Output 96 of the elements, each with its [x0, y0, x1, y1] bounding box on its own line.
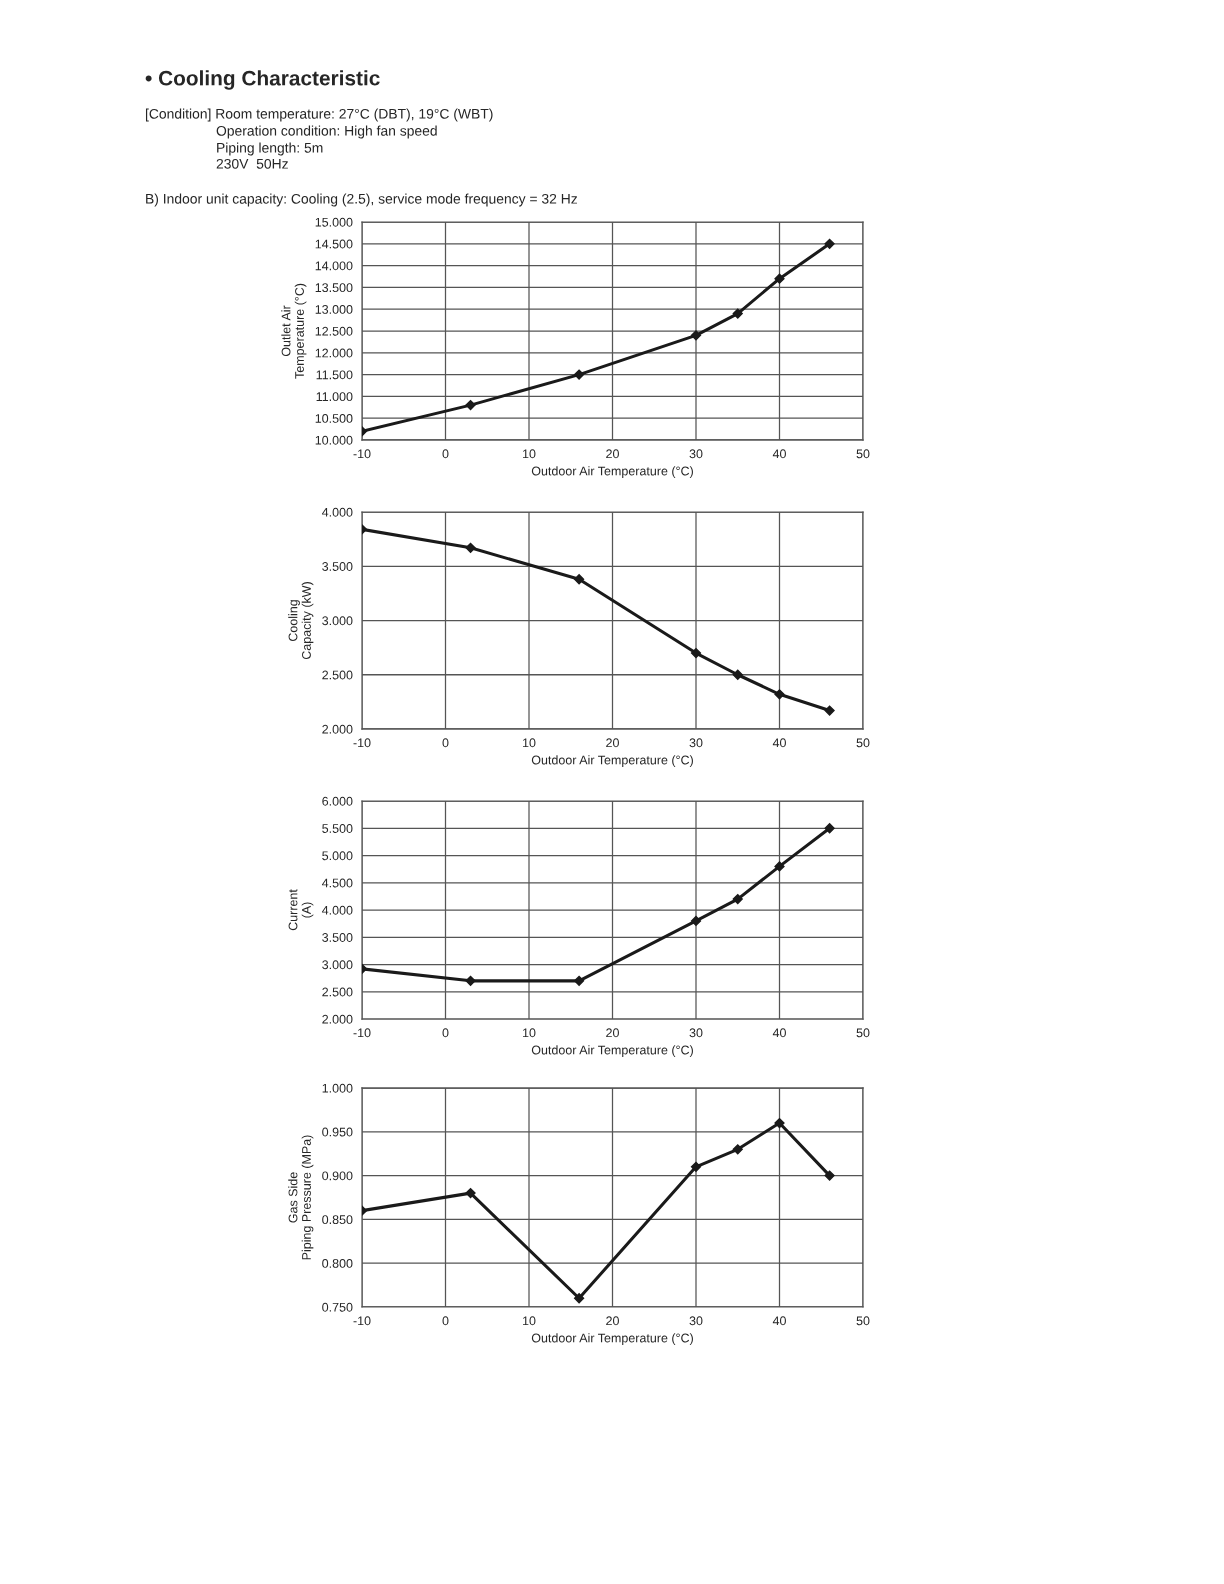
x-tick-label: -10: [353, 738, 371, 748]
x-tick-label: -10: [353, 449, 371, 459]
x-tick-label: 10: [523, 1316, 536, 1326]
y-tick-label: 5.500: [322, 824, 353, 833]
x-tick-label: 20: [606, 449, 619, 459]
point: [824, 1170, 835, 1181]
x-tick-label: 0: [442, 1028, 449, 1038]
point: [732, 893, 743, 905]
y-tick-label: 0.850: [322, 1215, 353, 1225]
y-axis-title: Current (A): [288, 889, 314, 931]
x-tick-label: 20: [606, 1316, 619, 1326]
y-tick-label: 0.950: [322, 1127, 353, 1137]
y-tick-label: 2.000: [322, 1014, 353, 1024]
x-tick-label: -10: [353, 1316, 371, 1326]
x-tick-label: 40: [772, 1028, 786, 1038]
point: [690, 330, 702, 341]
y-tick-label: 3.000: [322, 616, 353, 626]
point: [465, 400, 476, 411]
point: [465, 975, 476, 986]
x-tick-label: 20: [606, 738, 619, 748]
text: Piping length: 5m: [217, 142, 323, 156]
x-tick-label: 20: [606, 1028, 619, 1038]
y-axis-title: Cooling Capacity (kW): [288, 582, 314, 660]
y-tick-label: 2.500: [322, 670, 353, 680]
x-tick-label: 50: [856, 449, 870, 459]
chart-subtitle: B) Indoor unit capacity: Cooling (2.5), service mode frequency = 32 Hz: [146, 193, 578, 207]
x-tick-label: 0: [442, 449, 449, 459]
point: [732, 669, 743, 680]
x-tick-label: 10: [523, 738, 536, 748]
x-tick-label: 40: [772, 1316, 786, 1326]
y-tick-label: 5.000: [322, 851, 353, 861]
text: [Condition] Room temperature: 27°C (DBT), 19°C (WBT): [145, 108, 493, 122]
y-tick-label: 11.500: [316, 370, 353, 380]
point: [573, 369, 585, 380]
point: [573, 975, 585, 986]
x-tick-label: -10: [353, 1028, 371, 1038]
x-tick-label: 30: [689, 738, 703, 748]
y-tick-label: 14.500: [315, 239, 353, 249]
x-tick-label: 0: [442, 738, 449, 748]
y-tick-label: 14.000: [315, 261, 353, 271]
text: 230V 50Hz: [216, 158, 288, 169]
y-tick-label: 15.000: [315, 217, 353, 227]
x-tick-label: 10: [523, 449, 536, 459]
y-tick-label: 1.000: [322, 1083, 353, 1093]
x-tick-label: 30: [689, 1028, 703, 1038]
y-tick-label: 0.750: [322, 1302, 353, 1312]
x-axis-title: Outdoor Air Temperature (°C): [531, 1333, 693, 1345]
y-tick-label: 13.500: [315, 283, 353, 293]
y-tick-label: 0.800: [322, 1259, 353, 1268]
x-axis-title: Outdoor Air Temperature (°C): [531, 1045, 693, 1057]
y-axis-title: Gas Side Piping Pressure (MPa): [288, 1135, 314, 1260]
y-tick-label: 10.500: [315, 414, 353, 423]
y-tick-label: 4.500: [321, 878, 353, 888]
x-tick-label: 50: [856, 1316, 870, 1326]
x-tick-label: 30: [689, 1316, 703, 1326]
point: [774, 689, 785, 700]
point: [690, 647, 702, 659]
y-tick-label: 13.000: [315, 305, 353, 314]
x-tick-label: 0: [442, 1316, 449, 1326]
y-tick-label: 3.000: [322, 960, 353, 970]
point: [690, 1161, 702, 1172]
point: [465, 542, 476, 553]
y-tick-label: 4.000: [321, 905, 353, 915]
y-tick-label: 12.000: [315, 348, 353, 358]
y-axis-title: Outlet Air Temperature (°C): [281, 283, 307, 379]
y-tick-label: 4.000: [321, 507, 353, 517]
point: [732, 308, 743, 319]
y-tick-label: 3.500: [322, 933, 353, 942]
point: [465, 1188, 476, 1199]
x-tick-label: 30: [689, 449, 703, 459]
x-tick-label: 50: [856, 1028, 870, 1038]
text: Operation condition: High fan speed: [216, 125, 437, 139]
y-tick-label: 3.500: [322, 562, 353, 571]
x-axis-title: Outdoor Air Temperature (°C): [531, 755, 693, 767]
point: [690, 915, 702, 927]
point: [573, 1293, 585, 1304]
point: [824, 705, 835, 716]
y-tick-label: 2.000: [322, 724, 353, 734]
y-tick-label: 12.500: [315, 326, 353, 336]
x-axis-title: Outdoor Air Temperature (°C): [531, 466, 693, 478]
y-tick-label: 0.900: [322, 1171, 353, 1181]
point: [573, 574, 585, 585]
x-tick-label: 40: [772, 738, 786, 748]
chart-title: • Cooling Characteristic: [145, 70, 380, 90]
point: [774, 861, 785, 872]
x-tick-label: 50: [856, 738, 870, 748]
y-tick-label: 2.500: [322, 987, 353, 997]
x-tick-label: 40: [772, 449, 786, 459]
point: [824, 238, 835, 249]
y-tick-label: 6.000: [322, 796, 353, 806]
point: [774, 273, 785, 284]
x-tick-label: 10: [523, 1028, 536, 1038]
point: [824, 823, 835, 834]
y-tick-label: 10.000: [315, 435, 353, 445]
point: [732, 1144, 743, 1155]
y-tick-label: 11.000: [316, 392, 353, 402]
